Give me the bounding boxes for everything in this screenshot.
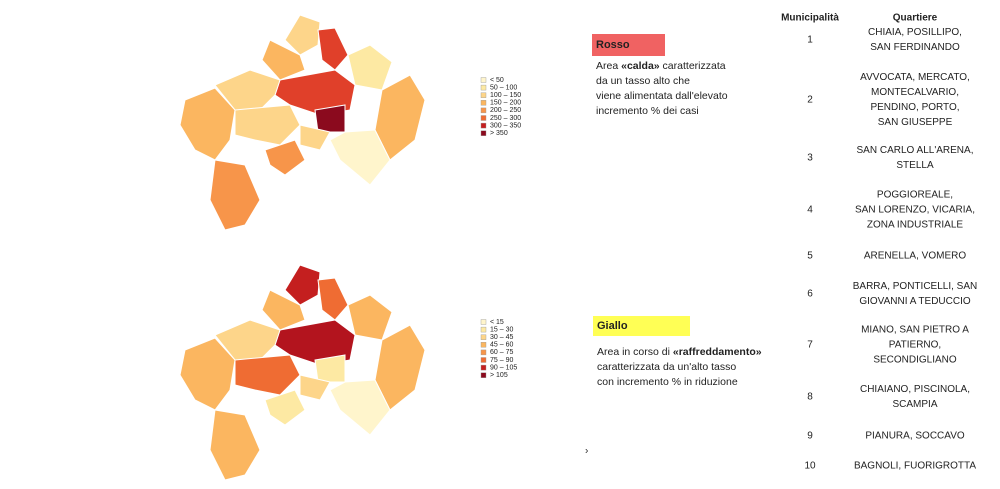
- legend-swatch: [480, 107, 487, 114]
- district-line: SAN GIUSEPPE: [878, 117, 953, 128]
- legend-label: 50 – 100: [490, 84, 517, 91]
- legend-label: 200 – 250: [490, 107, 521, 114]
- municipality-number: 5: [807, 251, 813, 262]
- box-line: viene alimentata dall'elevato: [596, 90, 728, 102]
- legend-label: 250 – 300: [490, 115, 521, 122]
- legend-label: 45 – 60: [490, 342, 513, 349]
- legend-swatch: [480, 122, 487, 129]
- legend-swatch: [480, 77, 487, 83]
- giallo-box: [593, 316, 690, 336]
- legend-label: < 50: [490, 77, 504, 84]
- district-line: MIANO, SAN PIETRO A: [861, 325, 969, 336]
- district-line: CHIAIANO, PISCINOLA,: [860, 384, 970, 395]
- box-line: Area «calda» caratterizzata: [596, 60, 726, 72]
- legend-label: < 15: [490, 319, 504, 326]
- text-segment: caratterizzata: [660, 60, 726, 72]
- text-segment: Area: [596, 60, 621, 72]
- legend-swatch: [480, 130, 487, 136]
- text-segment: incremento % dei casi: [596, 105, 699, 117]
- map-top: [179, 14, 426, 231]
- text-segment: «raffreddamento»: [673, 346, 762, 358]
- box-line: caratterizzata da un'alto tasso: [597, 361, 736, 373]
- table-header: Quartiere: [893, 13, 938, 24]
- district-line: SECONDIGLIANO: [873, 355, 957, 366]
- legend-swatch: [480, 92, 487, 98]
- district-line: BARRA, PONTICELLI, SAN: [853, 281, 977, 292]
- box-line: con incremento % in riduzione: [597, 376, 738, 388]
- legend-label: > 350: [490, 130, 508, 137]
- legend-label: 75 – 90: [490, 357, 513, 364]
- box-line: Area in corso di «raffreddamento»: [597, 346, 762, 358]
- district-line: ZONA INDUSTRIALE: [867, 220, 963, 231]
- district-line: POGGIOREALE,: [877, 190, 953, 201]
- municipality-number: 9: [807, 431, 813, 442]
- municipality-number: 1: [807, 35, 813, 46]
- legend-swatch: [480, 357, 487, 363]
- legend-swatch: [480, 372, 487, 378]
- district-line: PATIERNO,: [889, 340, 941, 351]
- table-header: Municipalità: [781, 13, 839, 24]
- municipality-number: 6: [807, 289, 813, 300]
- legend-swatch: [480, 326, 487, 333]
- page-marker: ›: [585, 446, 588, 457]
- legend-swatch: [480, 84, 487, 91]
- municipality-number: 4: [807, 205, 813, 216]
- text-segment: Area in corso di: [597, 346, 673, 358]
- district-line: AVVOCATA, MERCATO,: [860, 72, 970, 83]
- district-line: CHIAIA, POSILLIPO,: [868, 27, 962, 38]
- district-line: ARENELLA, VOMERO: [864, 251, 966, 262]
- legend-swatch: [480, 334, 487, 340]
- rosso-box: [592, 34, 665, 56]
- district-line: STELLA: [896, 160, 934, 171]
- district-line: SAN FERDINANDO: [870, 42, 960, 53]
- map-bottom: [179, 264, 426, 481]
- box-line: incremento % dei casi: [596, 105, 699, 117]
- legend-swatch: [480, 349, 487, 356]
- legend-swatch: [480, 319, 487, 325]
- legend-label: 60 – 75: [490, 349, 513, 356]
- district-line: GIOVANNI A TEDUCCIO: [859, 296, 971, 307]
- legend-label: 150 – 200: [490, 100, 521, 107]
- legend-swatch: [480, 115, 487, 121]
- municipality-number: 2: [807, 95, 813, 106]
- legend-label: 100 – 150: [490, 92, 521, 99]
- district-line: PENDINO, PORTO,: [870, 102, 959, 113]
- legend-swatch: [480, 342, 487, 348]
- district-line: SAN LORENZO, VICARIA,: [855, 205, 975, 216]
- box-line: da un tasso alto che: [596, 75, 690, 87]
- text-segment: da un tasso alto che: [596, 75, 690, 87]
- legend-label: 15 – 30: [490, 326, 513, 333]
- municipality-number: 7: [807, 340, 813, 351]
- municipality-number: 3: [807, 153, 813, 164]
- municipality-number: 8: [807, 392, 813, 403]
- district-line: MONTECALVARIO,: [871, 87, 959, 98]
- district-line: SCAMPIA: [892, 399, 937, 410]
- legend-swatch: [480, 100, 487, 106]
- text-segment: caratterizzata da un'alto tasso: [597, 361, 736, 373]
- box-title: Giallo: [597, 320, 628, 332]
- text-segment: con incremento % in riduzione: [597, 376, 738, 388]
- box-title: Rosso: [596, 39, 630, 51]
- legend-label: 300 – 350: [490, 122, 521, 129]
- district-line: PIANURA, SOCCAVO: [865, 431, 964, 442]
- district-line: BAGNOLI, FUORIGROTTA: [854, 461, 976, 472]
- legend-swatch: [480, 364, 487, 371]
- legend-label: 90 – 105: [490, 364, 517, 371]
- text-segment: «calda»: [621, 60, 660, 72]
- text-segment: viene alimentata dall'elevato: [596, 90, 728, 102]
- district-line: SAN CARLO ALL'ARENA,: [857, 145, 974, 156]
- legend-label: > 105: [490, 372, 508, 379]
- municipality-number: 10: [804, 461, 816, 472]
- legend-label: 30 – 45: [490, 334, 513, 341]
